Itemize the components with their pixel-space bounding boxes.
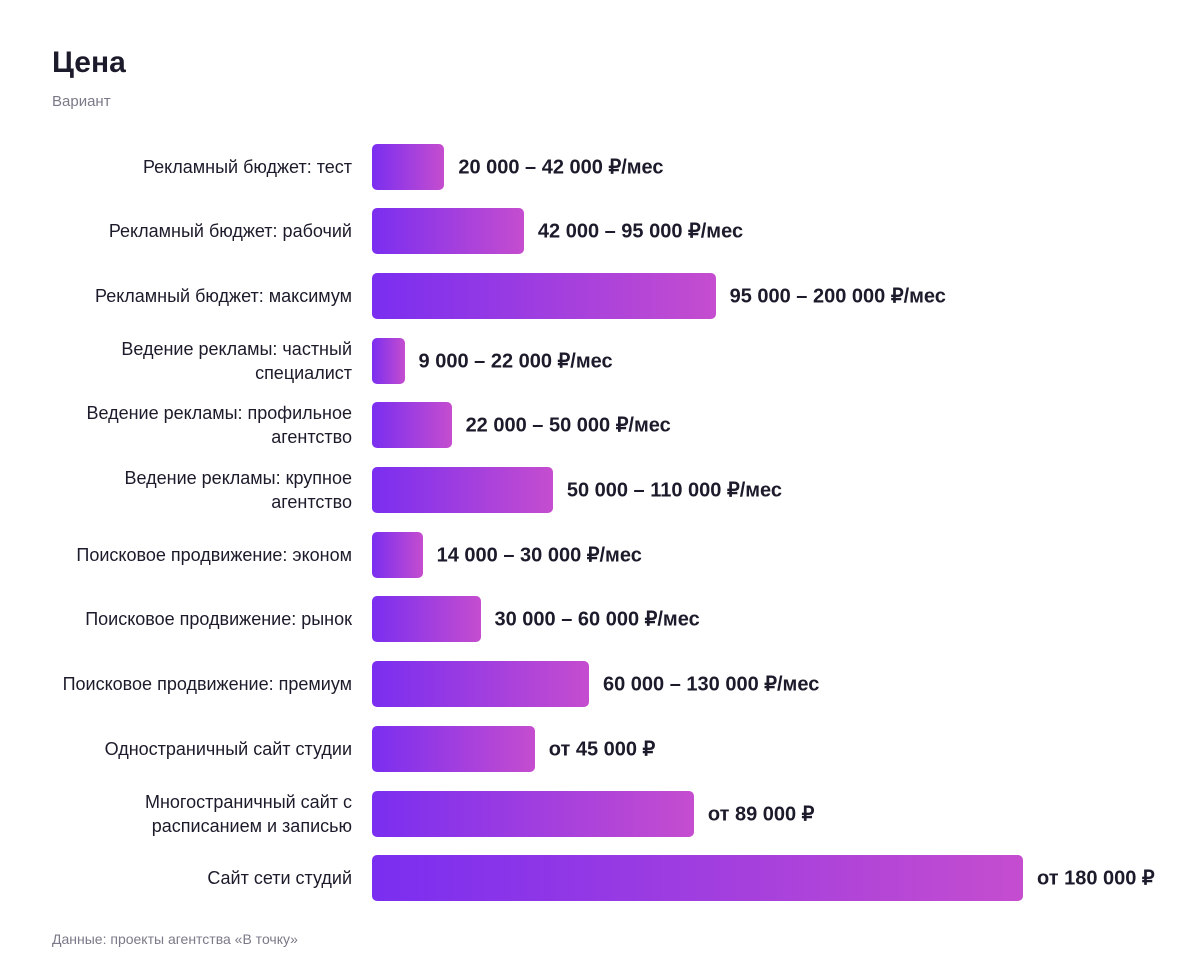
value-label: 50 000 – 110 000 ₽/мес	[566, 479, 783, 502]
category-label: Рекламный бюджет: тест	[142, 156, 352, 177]
bar	[372, 531, 423, 578]
bar	[372, 661, 589, 708]
category-label: Сайт сети студий	[207, 868, 352, 889]
value-label: от 89 000 ₽	[707, 803, 815, 825]
bar	[372, 596, 481, 643]
chart-subtitle: Вариант	[52, 93, 111, 110]
category-label: Многостраничный сайт с расписанием и зап…	[144, 791, 352, 836]
chart-title: Цена	[52, 46, 126, 79]
category-label: Ведение рекламы: частный специалист	[121, 338, 352, 383]
bar	[372, 337, 405, 384]
source-note: Данные: проекты агентства «В точку»	[52, 931, 298, 947]
category-label: Ведение рекламы: крупное агентство	[124, 468, 352, 512]
bar	[372, 467, 553, 513]
category-label: Одностраничный сайт студии	[104, 738, 352, 759]
bar	[372, 790, 694, 837]
value-label: 42 000 – 95 000 ₽/мес	[537, 220, 744, 243]
bar	[372, 855, 1023, 902]
category-label: Рекламный бюджет: максимум	[94, 285, 352, 306]
category-label: Ведение рекламы: профильное агентство	[86, 403, 352, 448]
category-label: Поисковое продвижение: премиум	[62, 674, 352, 695]
value-label: от 45 000 ₽	[548, 738, 656, 761]
category-label: Рекламный бюджет: рабочий	[108, 221, 352, 242]
value-label: 60 000 – 130 000 ₽/мес	[603, 673, 820, 696]
value-label: 22 000 – 50 000 ₽/мес	[465, 414, 671, 437]
value-label: от 180 000 ₽	[1037, 867, 1155, 890]
bar	[372, 725, 535, 772]
bar	[372, 402, 452, 449]
value-label: 20 000 – 42 000 ₽/мес	[458, 156, 664, 178]
value-label: 95 000 – 200 000 ₽/мес	[729, 285, 946, 308]
value-label: 9 000 – 22 000 ₽/мес	[418, 350, 613, 373]
value-label: 30 000 – 60 000 ₽/мес	[494, 608, 700, 631]
value-label: 14 000 – 30 000 ₽/мес	[436, 544, 642, 567]
bar	[372, 272, 716, 319]
bar	[372, 208, 524, 255]
category-label: Поисковое продвижение: эконом	[76, 544, 352, 565]
category-label: Поисковое продвижение: рынок	[85, 609, 352, 630]
bar	[372, 143, 445, 190]
